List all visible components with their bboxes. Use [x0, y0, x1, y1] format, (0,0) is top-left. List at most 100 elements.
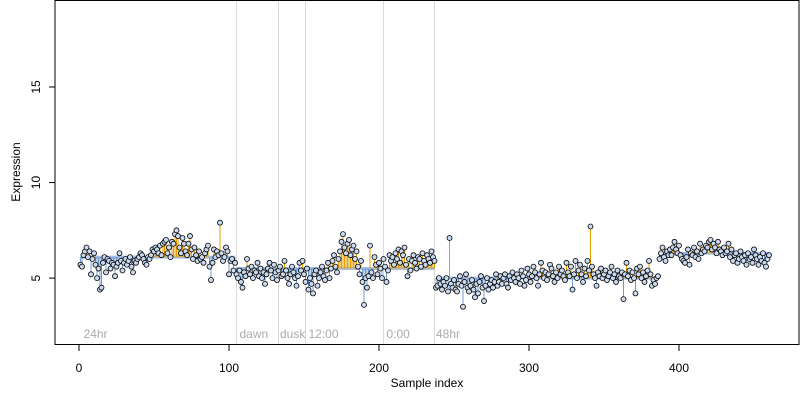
data-point [568, 263, 574, 270]
data-point [163, 236, 169, 243]
data-point [442, 282, 448, 289]
data-point [218, 250, 225, 257]
data-point [277, 263, 283, 270]
data-point [334, 269, 340, 276]
data-point [290, 269, 297, 276]
data-point [583, 273, 589, 280]
data-point [686, 261, 693, 268]
data-point [646, 258, 652, 264]
data-point [238, 279, 244, 285]
data-point [544, 277, 550, 283]
data-point [524, 265, 531, 272]
data-point [521, 282, 528, 289]
data-point [620, 296, 627, 303]
data-point [304, 265, 310, 272]
data-point [187, 233, 193, 239]
data-point [533, 275, 540, 282]
data-point [608, 263, 615, 270]
data-point [107, 265, 114, 272]
data-point [463, 271, 469, 278]
data-point [443, 275, 450, 282]
data-point [737, 248, 744, 255]
data-point [370, 275, 376, 282]
data-point [332, 263, 339, 270]
data-point [286, 280, 292, 287]
data-point [244, 256, 250, 262]
data-point [760, 250, 766, 257]
data-point [701, 248, 708, 255]
data-point [755, 261, 762, 268]
x-tick-label: 100 [219, 361, 239, 375]
data-point [356, 271, 363, 278]
data-point [308, 280, 315, 287]
region-annotation: 48hr [436, 327, 460, 341]
data-point [307, 275, 313, 282]
data-point [317, 269, 324, 276]
data-point [250, 275, 256, 282]
data-point [530, 263, 537, 270]
data-point [536, 271, 543, 278]
data-point [232, 259, 238, 266]
data-point [248, 263, 255, 270]
data-point [331, 252, 337, 259]
data-point [185, 240, 192, 247]
data-point [559, 267, 565, 274]
data-point [299, 258, 306, 264]
data-point [346, 236, 352, 243]
data-points [77, 219, 772, 310]
y-tick-label: 5 [29, 274, 43, 281]
data-point [652, 280, 658, 287]
data-point [655, 273, 661, 280]
data-point [436, 275, 442, 282]
region-boundaries [236, 1, 435, 345]
data-point [623, 259, 630, 266]
data-point [451, 277, 457, 283]
data-point [658, 250, 664, 257]
y-tick-label: 15 [29, 80, 43, 94]
x-axis: 0 100 200 300 400 [76, 345, 689, 375]
data-point [371, 254, 378, 260]
data-point [472, 294, 478, 301]
data-point [556, 263, 562, 270]
region-annotation: 0:00 [387, 327, 411, 341]
data-point [412, 259, 418, 266]
data-point [548, 265, 555, 272]
data-point [685, 246, 691, 253]
data-point [572, 258, 579, 264]
data-point [446, 235, 453, 241]
data-point [697, 240, 703, 247]
data-point [563, 259, 570, 266]
data-point [226, 271, 232, 278]
data-point [587, 223, 594, 230]
data-point [404, 273, 411, 280]
data-point [577, 261, 583, 268]
data-point [355, 263, 361, 270]
data-point [247, 271, 253, 278]
data-point [335, 256, 342, 262]
data-point [209, 259, 216, 266]
data-point [476, 279, 483, 285]
data-point [403, 261, 409, 268]
data-point [83, 244, 90, 251]
data-point [629, 269, 636, 276]
data-point [625, 273, 631, 280]
data-point [766, 252, 772, 259]
data-point [196, 248, 202, 255]
data-point [470, 286, 477, 293]
data-point [166, 244, 172, 251]
data-point [374, 271, 381, 278]
data-point [554, 275, 561, 282]
data-point [397, 259, 403, 266]
data-point [176, 244, 183, 251]
data-point [164, 250, 171, 257]
region-annotation: dawn [240, 327, 269, 341]
data-point [644, 267, 651, 274]
data-point [725, 240, 732, 247]
data-point [683, 254, 690, 260]
data-point [659, 244, 666, 251]
data-point [352, 256, 358, 262]
data-point [100, 259, 106, 266]
data-point [613, 279, 619, 285]
data-point [314, 282, 321, 289]
data-point [647, 271, 654, 278]
